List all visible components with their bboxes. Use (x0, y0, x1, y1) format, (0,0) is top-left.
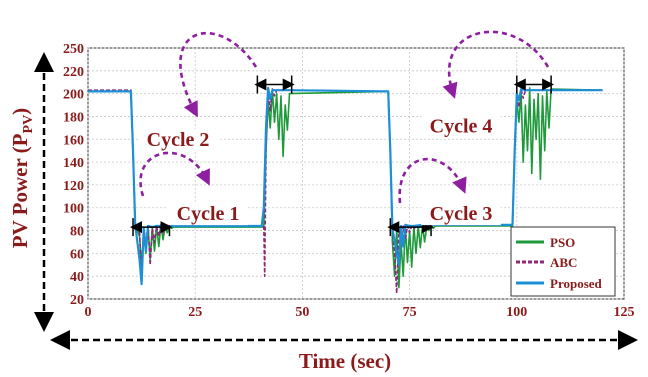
y-tick-label: 140 (63, 156, 84, 171)
cycle-label: Cycle 2 (147, 129, 210, 151)
x-axis-ticks: 0 25 50 75 100 125 (85, 305, 635, 320)
legend-label-proposed: Proposed (550, 276, 603, 291)
y-tick-label: 250 (63, 42, 84, 57)
y-axis-ticks: 20 40 60 80 100 120 140 160 180 200 220 250 (63, 42, 84, 308)
y-tick-label: 80 (70, 225, 84, 240)
cycle-annotations: Cycle 1 Cycle 2 Cycle 3 Cycle 4 (138, 30, 550, 226)
legend-label-pso: PSO (550, 235, 575, 250)
cycle-markers (130, 75, 555, 237)
x-tick-label: 125 (614, 305, 635, 320)
cycle-label-bg (138, 128, 218, 151)
cycle-arrow-arc (398, 157, 467, 204)
x-tick-label: 25 (188, 305, 202, 320)
cycle-label-bg (421, 115, 501, 138)
cycle-arrow-arc (179, 31, 258, 118)
svg-text:PV Power (PPV): PV Power (PPV) (8, 108, 36, 248)
y-tick-label: 220 (63, 65, 84, 80)
y-tick-label: 100 (63, 202, 84, 217)
x-tick-label: 100 (506, 305, 527, 320)
legend-label-abc: ABC (550, 255, 577, 270)
cycle-label: Cycle 1 (177, 203, 240, 225)
y-tick-label: 200 (63, 88, 84, 103)
cycle-arrow-arc (139, 151, 210, 197)
cycle-label-bg (168, 203, 248, 226)
y-tick-label: 180 (63, 110, 84, 125)
x-axis-label: Time (sec) (299, 349, 391, 373)
y-tick-label: 120 (63, 179, 84, 194)
y-tick-label: 160 (63, 133, 84, 148)
y-tick-label: 20 (70, 293, 84, 308)
legend: PSO ABC Proposed (510, 226, 616, 297)
y-tick-label: 60 (70, 247, 84, 262)
x-tick-label: 50 (295, 305, 309, 320)
cycle-arrow-arc (442, 30, 550, 99)
x-tick-label: 0 (85, 305, 92, 320)
y-tick-label: 40 (70, 270, 84, 285)
cycle-label: Cycle 4 (430, 115, 493, 137)
x-tick-label: 75 (403, 305, 417, 320)
cycle-label-bg (421, 203, 501, 226)
y-axis-label: PV Power (PPV) (8, 108, 36, 248)
cycle-label: Cycle 3 (430, 203, 493, 225)
